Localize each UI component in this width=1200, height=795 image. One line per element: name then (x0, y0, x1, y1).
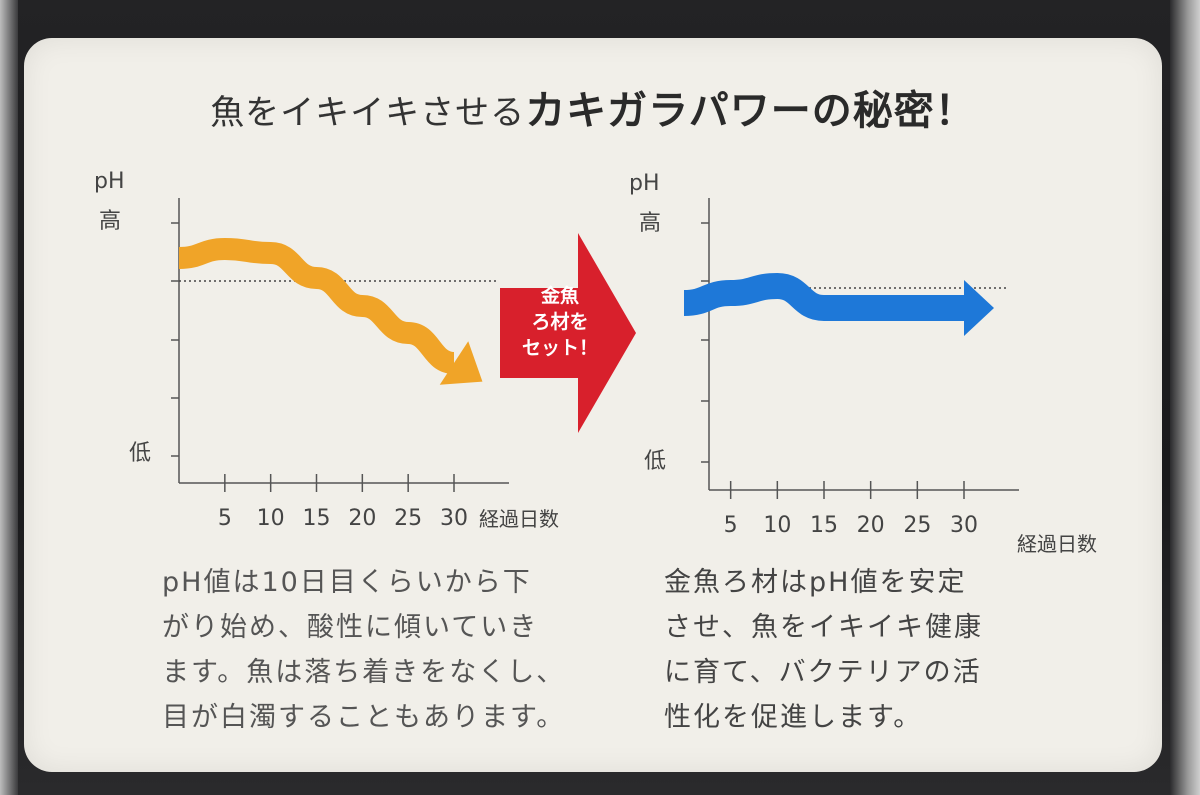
series-line (178, 237, 456, 374)
chart-right-ylabel: pH (629, 171, 660, 196)
chart-left-ylabel: pH (94, 169, 125, 194)
series-arrowhead (439, 341, 483, 385)
chart-right-ytick-high: 高 (639, 211, 661, 236)
chart-left-ytick-low: 低 (129, 441, 151, 466)
set-media-label: 金魚 ろ材を セット！ (521, 285, 598, 359)
x-tick-label: 15 (810, 513, 838, 538)
chart-right-xlabel: 経過日数 (1017, 532, 1097, 556)
chart-right-xticks: 5 10 15 20 25 30 (724, 481, 978, 538)
frame-right-edge (1170, 0, 1200, 795)
x-tick-label: 20 (857, 513, 885, 538)
x-tick-label: 30 (440, 506, 468, 531)
info-panel: 魚をイキイキさせるカキガラパワーの秘密！ pH 高 低 5 10 15 20 25 30 … (24, 38, 1162, 772)
x-tick-label: 25 (394, 506, 422, 531)
chart-right-axes (701, 198, 1019, 491)
frame-left-edge (0, 0, 18, 795)
arrow-shape (500, 233, 636, 433)
series-line (683, 272, 964, 321)
caption-left: pH値は10日目くらいから下 がり始め、酸性に傾いていき ます。魚は落ち着きをな… (162, 567, 566, 733)
chart-right: pH 高 低 5 10 15 20 25 30 経過日数 (624, 168, 1144, 558)
caption-right: 金魚ろ材はpH値を安定 させ、魚をイキイキ健康 に育て、バクテリアの活 性化を促… (664, 567, 983, 733)
chart-left-series (178, 237, 483, 385)
chart-right-series (683, 272, 994, 336)
series-arrowhead (964, 280, 994, 336)
chart-left: pH 高 低 5 10 15 20 25 30 経過日数 (84, 168, 559, 548)
x-tick-label: 30 (950, 513, 978, 538)
set-media-arrow: 金魚 ろ材を セット！ (500, 233, 640, 433)
x-tick-label: 25 (903, 513, 931, 538)
chart-left-ytick-high: 高 (99, 209, 121, 234)
panel-title: 魚をイキイキさせるカキガラパワーの秘密！ (24, 78, 1162, 136)
chart-right-ytick-low: 低 (644, 449, 666, 474)
title-part-2: カキガラパワーの秘密 (525, 88, 935, 134)
x-tick-label: 15 (303, 506, 331, 531)
chart-right-svg: pH 高 低 5 10 15 20 25 30 経過日数 (629, 171, 1097, 556)
title-part-3: ！ (934, 88, 976, 134)
chart-left-xlabel: 経過日数 (479, 507, 559, 531)
x-tick-label: 10 (763, 513, 791, 538)
chart-left-xticks: 5 10 15 20 25 30 (218, 474, 468, 531)
chart-left-svg: pH 高 低 5 10 15 20 25 30 経過日数 (94, 169, 559, 531)
x-tick-label: 20 (348, 506, 376, 531)
x-tick-label: 5 (218, 506, 232, 531)
x-tick-label: 5 (724, 513, 738, 538)
title-part-1: 魚をイキイキさせる (210, 93, 526, 133)
x-tick-label: 10 (257, 506, 285, 531)
